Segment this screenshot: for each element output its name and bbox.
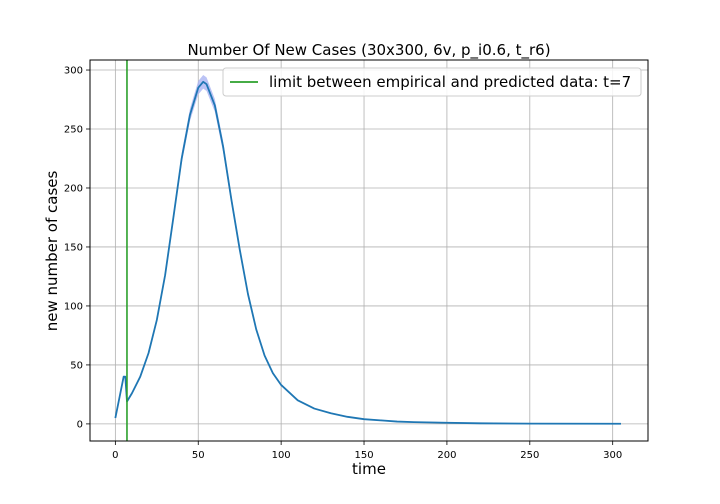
confidence-band (126, 74, 621, 425)
series-line (114, 80, 621, 425)
y-tick-label: 250 (64, 125, 83, 136)
x-tick-label: 50 (192, 450, 205, 461)
x-tick-label: 100 (272, 450, 291, 461)
series-line-layer (114, 80, 621, 425)
x-tick-label: 0 (112, 450, 118, 461)
chart-title: Number Of New Cases (30x300, 6v, p_i0.6,… (187, 41, 550, 60)
y-tick-label: 50 (70, 360, 83, 371)
confidence-band-layer (126, 74, 621, 425)
x-tick-label: 200 (437, 450, 456, 461)
legend: limit between empirical and predicted da… (222, 67, 642, 97)
legend-box (222, 67, 642, 97)
y-tick-label: 150 (64, 242, 83, 253)
x-tick-label: 250 (520, 450, 539, 461)
y-axis-label: new number of cases (43, 171, 61, 332)
y-tick-label: 100 (64, 301, 83, 312)
y-tick-label: 200 (64, 183, 83, 194)
y-tick-label: 0 (77, 419, 83, 430)
x-tick-label: 300 (603, 450, 622, 461)
grid (90, 60, 648, 441)
x-tick-label: 150 (354, 450, 373, 461)
legend-entry-label: limit between empirical and predicted da… (269, 73, 631, 91)
axes-frame (89, 59, 649, 442)
x-axis-label: time (352, 460, 386, 478)
y-tick-label: 300 (64, 66, 83, 77)
ticks: 0 50 100 150 200 250 300 0 50 100 150 200 250 300 (64, 66, 622, 461)
